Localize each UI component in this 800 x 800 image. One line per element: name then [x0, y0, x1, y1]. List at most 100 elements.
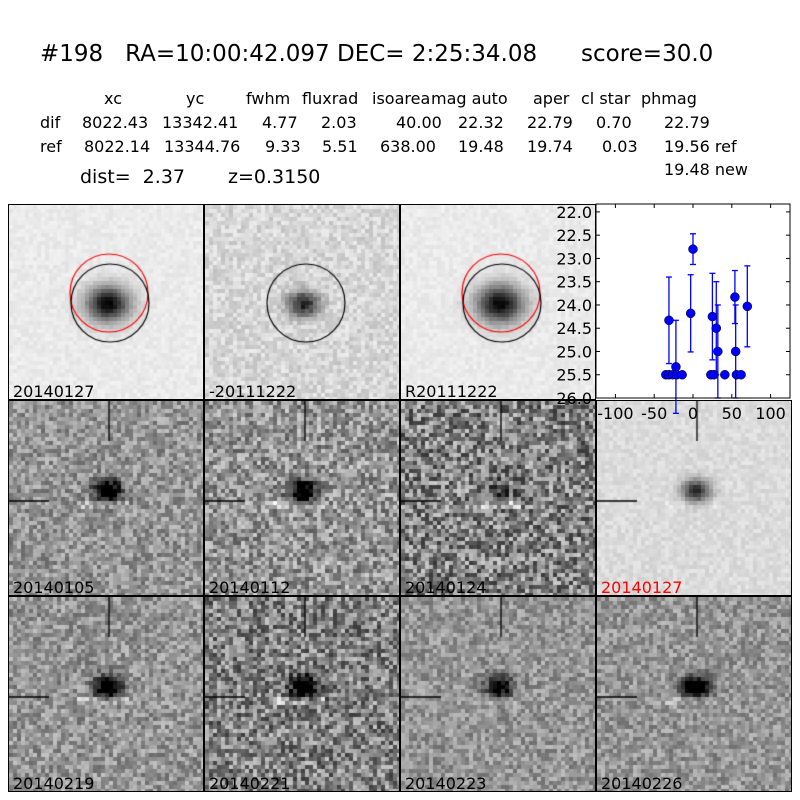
data-point	[736, 369, 746, 380]
cutout-image: 20140124	[400, 400, 596, 596]
table-cell: 638.00	[380, 137, 436, 156]
cutout-image: 20140226	[596, 596, 792, 792]
score: score=30.0	[581, 41, 714, 67]
table-cell: 13342.41	[162, 113, 239, 132]
cutout-date-label: R20111222	[405, 382, 498, 400]
cutout-pixels	[597, 401, 791, 595]
table-cell: 19.74	[527, 137, 573, 156]
column-header: aper	[533, 89, 570, 108]
cutout-date-label: 20140226	[601, 774, 683, 792]
cutout-pixels	[205, 205, 399, 399]
x-tick-label: 50	[722, 404, 742, 423]
cutout-date-label: 20140127	[601, 578, 683, 596]
table-cell: 22.79	[527, 113, 573, 132]
data-point	[709, 369, 719, 380]
table-cell: 9.33	[265, 137, 301, 156]
table-cell: 0.70	[596, 113, 632, 132]
cutout-pixels	[9, 597, 203, 791]
data-point	[730, 346, 741, 357]
cutout-pixels	[401, 205, 595, 399]
table-cell: 8022.14	[84, 137, 151, 156]
table-cell: 19.56 ref	[664, 137, 737, 156]
cutout-pixels	[401, 401, 595, 595]
y-tick-label: 25.5	[556, 366, 592, 385]
data-point	[707, 311, 718, 322]
y-tick-label: 23.0	[556, 249, 592, 268]
data-point	[720, 369, 730, 380]
data-point	[711, 323, 722, 333]
table-cell: 5.51	[322, 137, 358, 156]
table-cell: 13344.76	[164, 137, 241, 156]
table-cell: 4.77	[262, 113, 298, 132]
cutout-date-label: 20140112	[209, 578, 291, 596]
plot-background	[596, 204, 790, 398]
row-label: dif	[40, 113, 61, 132]
cutout-date-label: 20140105	[13, 578, 95, 596]
row-label: ref	[40, 137, 62, 156]
column-header: yc	[186, 89, 205, 108]
redshift-text: z=0.3150	[228, 166, 321, 188]
data-point	[671, 362, 681, 372]
table-cell: 19.48	[458, 137, 504, 156]
y-tick-label: 24.5	[556, 319, 592, 338]
column-header: mag auto	[431, 89, 508, 108]
table-cell: 22.79	[664, 113, 710, 132]
coordinates: RA=10:00:42.097 DEC= 2:25:34.08	[125, 41, 538, 67]
column-header: xc	[104, 89, 122, 108]
table-cell: 40.00	[396, 113, 442, 132]
column-header: phmag	[641, 89, 697, 108]
cutout-pixels	[597, 597, 791, 791]
cutout-pixels	[205, 597, 399, 791]
x-tick-label: 100	[755, 404, 786, 423]
cutout-image: 20140221	[204, 596, 400, 792]
column-header: cl star	[581, 89, 631, 108]
cutout-image: 20140127	[8, 204, 204, 400]
x-tick-label: -100	[597, 404, 633, 423]
cutout-pixels	[205, 401, 399, 595]
cutout-date-label: 20140124	[405, 578, 487, 596]
cutout-image: 20140223	[400, 596, 596, 792]
cutout-image: 20140105	[8, 400, 204, 596]
y-tick-label: 24.0	[556, 296, 592, 315]
cutout-image: 20140127	[596, 400, 792, 596]
cutout-date-label: 20140221	[209, 774, 291, 792]
x-tick-label: 0	[688, 404, 698, 423]
y-tick-label: 23.5	[556, 273, 592, 292]
column-header: isoarea	[372, 89, 431, 108]
phmag-new: 19.48 new	[664, 160, 748, 179]
title: #198 RA=10:00:42.097 DEC= 2:25:34.08 sco…	[40, 41, 713, 67]
y-tick-label: 26.0	[556, 389, 592, 408]
table-cell: 2.03	[321, 113, 357, 132]
cutout-pixels	[9, 401, 203, 595]
column-header: fluxrad	[302, 89, 359, 108]
cutout-image: 20140112	[204, 400, 400, 596]
y-tick-label: 22.5	[556, 226, 592, 245]
cutout-date-label: 20140219	[13, 774, 95, 792]
data-point	[742, 301, 753, 312]
dist-text: dist= 2.37	[80, 166, 185, 188]
cutout-date-label: 20140127	[13, 382, 95, 400]
cutout-date-label: 20140223	[405, 774, 487, 792]
table-cell: 22.32	[458, 113, 504, 132]
data-point	[685, 308, 696, 319]
cutout-pixels	[9, 205, 203, 399]
candidate-id: #198	[40, 41, 104, 67]
column-header: fwhm	[246, 89, 291, 108]
y-tick-label: 25.0	[556, 342, 592, 361]
cutout-pixels	[401, 597, 595, 791]
y-tick-label: 22.0	[556, 203, 592, 222]
x-tick-label: -50	[641, 404, 667, 423]
cutout-image: -20111222	[204, 204, 400, 400]
data-point	[713, 346, 723, 357]
table-cell: 0.03	[602, 137, 638, 156]
cutout-image: 20140219	[8, 596, 204, 792]
cutout-image: R20111222	[400, 204, 596, 400]
data-point	[688, 244, 698, 254]
data-point	[730, 292, 740, 302]
data-point	[677, 369, 687, 380]
table-cell: 8022.43	[82, 113, 149, 132]
data-point	[664, 315, 674, 326]
cutout-date-label: -20111222	[209, 382, 297, 400]
